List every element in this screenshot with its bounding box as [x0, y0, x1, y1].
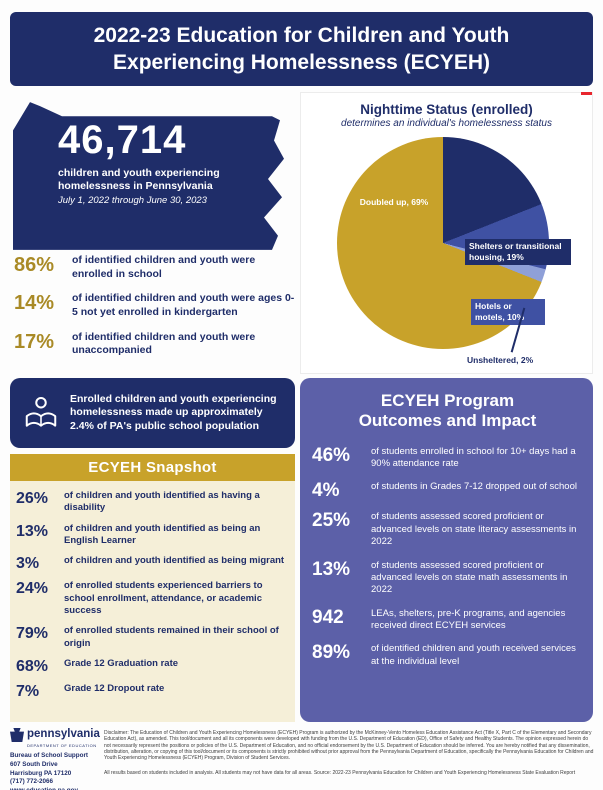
stat-value: 14%: [14, 292, 55, 315]
header-banner: 2022-23 Education for Children and Youth…: [10, 12, 593, 86]
total-count-caption: children and youth experiencing homeless…: [58, 167, 220, 193]
stat-label: Grade 12 Dropout rate: [64, 683, 165, 695]
logo-subtitle: DEPARTMENT OF EDUCATION: [27, 743, 97, 748]
pennsylvania-silhouette-icon: [13, 102, 284, 250]
pie-label-hotels: Hotels or motels, 10%: [471, 299, 545, 326]
stat-row: 13% of children and youth identified as …: [16, 523, 287, 548]
contact-line: 607 South Drive: [10, 760, 58, 768]
contact-line: www.education.pa.gov: [10, 787, 104, 790]
source-note: All results based on students included i…: [104, 770, 576, 776]
pie-label-shelters: Shelters or transitional housing, 19%: [465, 239, 571, 266]
stat-value: 942: [312, 606, 344, 628]
reader-icon: [25, 396, 57, 427]
outcomes-title: ECYEH Program Outcomes and Impact: [358, 391, 537, 431]
page-title: 2022-23 Education for Children and Youth…: [93, 23, 510, 74]
pennsylvania-map: 46,714 children and youth experiencing h…: [10, 96, 295, 256]
stat-row: 79% of enrolled students remained in the…: [16, 625, 287, 650]
stat-row: 68% Grade 12 Graduation rate: [16, 658, 287, 675]
stat-value: 13%: [312, 558, 351, 580]
stat-row: 25% of students assessed scored proficie…: [312, 509, 583, 548]
overview-text-block: 46,714 children and youth experiencing h…: [58, 120, 263, 206]
snapshot-panel: 26% of children and youth identified as …: [10, 481, 295, 722]
stat-label: of enrolled students remained in their s…: [64, 625, 279, 649]
snapshot-title: ECYEH Snapshot: [88, 459, 217, 476]
stat-label: LEAs, shelters, pre-K programs, and agen…: [371, 607, 566, 631]
stat-label: of children and youth identified as havi…: [64, 490, 260, 514]
stat-row: 17% of identified children and youth wer…: [14, 331, 295, 358]
snapshot-header: ECYEH Snapshot: [10, 454, 295, 481]
stat-label: of identified children and youth were un…: [72, 330, 256, 357]
stat-label: of students assessed scored proficient o…: [371, 559, 568, 596]
print-mark: [581, 92, 592, 95]
enrollment-callout: Enrolled children and youth experiencing…: [10, 378, 295, 448]
outcomes-panel: ECYEH Program Outcomes and Impact 46% of…: [300, 378, 593, 722]
stat-label: of identified children and youth receive…: [371, 643, 576, 667]
pie-subtitle: determines an individual's homelessness …: [341, 118, 552, 129]
stat-value: 79%: [16, 625, 49, 643]
stat-value: 13%: [16, 522, 49, 540]
stat-label: of enrolled students experienced barrier…: [64, 580, 263, 617]
contact-line: Harrisburg PA 17120: [10, 769, 72, 777]
pie-label-doubled-up: Doubled up, 69%: [351, 195, 437, 211]
stat-value: 89%: [312, 642, 351, 664]
stat-label: of identified children and youth were en…: [72, 254, 256, 280]
stat-value: 24%: [16, 580, 49, 598]
stat-value: 4%: [312, 480, 340, 502]
nighttime-status-card: Nighttime Status (enrolled) determines a…: [300, 92, 593, 374]
stat-value: 3%: [16, 555, 40, 573]
enrollment-callout-text: Enrolled children and youth experiencing…: [70, 392, 277, 432]
date-range: July 1, 2022 through June 30, 2023: [58, 195, 207, 207]
contact-line: Bureau of School Support: [10, 752, 89, 759]
stat-row: 13% of students assessed scored proficie…: [312, 558, 583, 597]
stat-row: 3% of children and youth identified as b…: [16, 555, 287, 572]
stat-label: Grade 12 Graduation rate: [64, 658, 179, 670]
stat-value: 17%: [14, 330, 55, 353]
stat-row: 26% of children and youth identified as …: [16, 490, 287, 515]
pie-title: Nighttime Status (enrolled): [360, 102, 533, 117]
total-count: 46,714: [58, 118, 187, 162]
stat-label: of students in Grades 7-12 dropped out o…: [371, 481, 577, 493]
stat-value: 86%: [14, 254, 55, 276]
pie-label-unsheltered: Unsheltered, 2%: [467, 355, 534, 365]
stat-value: 68%: [16, 658, 49, 676]
stat-row: 14% of identified children and youth wer…: [14, 292, 295, 319]
stat-row: 46% of students enrolled in school for 1…: [312, 444, 583, 471]
contact-block: Bureau of School Support 607 South Drive…: [10, 752, 104, 790]
logo-wordmark: pennsylvania: [27, 728, 100, 741]
pde-logo-block: pennsylvania DEPARTMENT OF EDUCATION Bur…: [10, 728, 104, 790]
stat-value: 46%: [312, 444, 351, 466]
pde-logo: pennsylvania: [10, 728, 104, 742]
overview-stats: 86% of identified children and youth wer…: [14, 254, 295, 369]
stat-value: 26%: [16, 490, 49, 507]
stat-row: 7% Grade 12 Dropout rate: [16, 683, 287, 700]
stat-value: 25%: [312, 510, 351, 532]
contact-line: (717) 772-2066: [10, 778, 54, 786]
stat-value: 7%: [16, 683, 40, 701]
disclaimer-text: Disclaimer: The Education of Children an…: [104, 730, 594, 761]
stat-label: of children and youth identified as bein…: [64, 555, 285, 567]
stat-row: 24% of enrolled students experienced bar…: [16, 580, 287, 617]
pa-keystone-icon: [10, 728, 24, 742]
stat-label: of children and youth identified as bein…: [64, 522, 261, 547]
stat-row: 942 LEAs, shelters, pre-K programs, and …: [312, 606, 583, 633]
stat-row: 86% of identified children and youth wer…: [14, 254, 295, 281]
stat-row: 89% of identified children and youth rec…: [312, 641, 583, 668]
stat-label: of identified children and youth were ag…: [72, 292, 295, 318]
stat-row: 4% of students in Grades 7-12 dropped ou…: [312, 479, 583, 500]
stat-label: of students assessed scored proficient o…: [371, 511, 577, 548]
stat-label: of students enrolled in school for 10+ d…: [371, 445, 576, 470]
